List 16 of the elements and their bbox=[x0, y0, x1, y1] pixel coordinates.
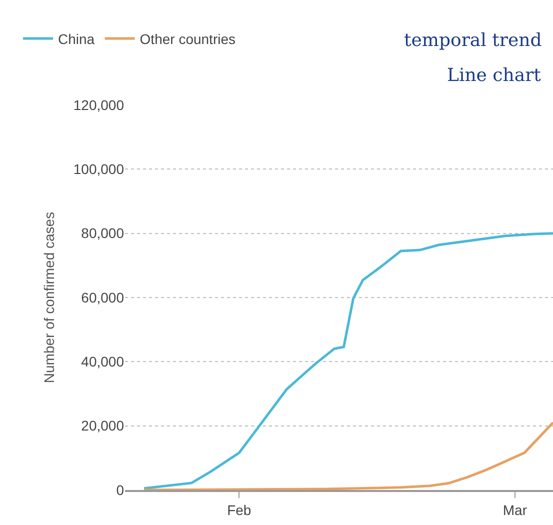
y-tick-label: 80,000 bbox=[81, 225, 124, 242]
y-tick-label: 0 bbox=[116, 482, 124, 498]
x-tick-label: Mar bbox=[502, 502, 528, 518]
x-tick-label: Feb bbox=[227, 502, 252, 518]
y-tick-label: 20,000 bbox=[81, 418, 124, 434]
y-tick-label: 60,000 bbox=[81, 289, 124, 306]
y-tick-label: 100,000 bbox=[73, 161, 124, 178]
y-tick-label: 120,000 bbox=[73, 96, 124, 113]
legend-label: China bbox=[58, 31, 95, 48]
legend-label: Other countries bbox=[140, 31, 236, 48]
text: Line chart bbox=[447, 65, 542, 86]
y-axis-title: Number of confirmed cases bbox=[40, 212, 57, 384]
line-series bbox=[142, 421, 553, 490]
y-tick-label: 40,000 bbox=[81, 354, 124, 370]
text: temporal trend bbox=[404, 30, 542, 51]
line-series bbox=[142, 232, 553, 490]
